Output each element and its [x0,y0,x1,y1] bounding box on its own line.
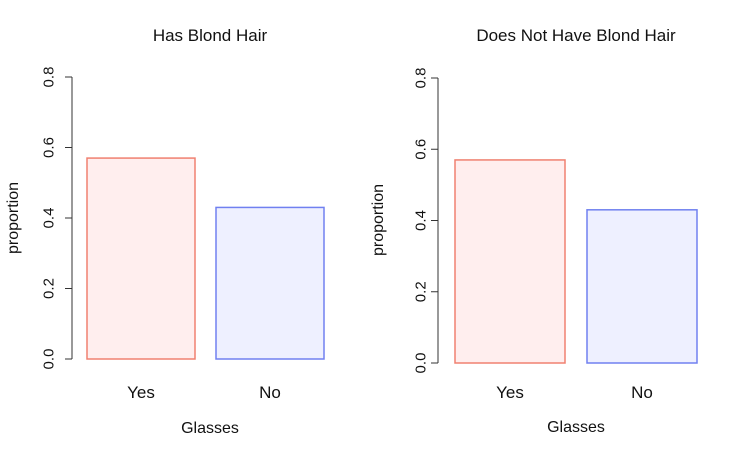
x-category-label: Yes [127,383,155,402]
y-tick-label: 0.6 [413,139,430,160]
y-axis-label: proportion [5,182,22,254]
bar-yes [86,157,196,360]
y-axis-label: proportion [370,184,387,256]
chart-has-blond-hair: Has Blond Hair proportion Glasses 0.0 0.2… [5,26,325,437]
y-tick-label: 0.0 [41,349,58,370]
chart-does-not-have-blond-hair: Does Not Have Blond Hair proportion Glas… [370,26,698,436]
bar-yes [454,159,566,364]
y-tick-label: 0.6 [41,137,58,158]
y-tick-label: 0.0 [413,353,430,374]
y-axis: 0.0 0.2 0.4 0.6 0.8 [413,68,439,374]
chart-title: Has Blond Hair [153,26,268,45]
bar-no [215,206,325,360]
x-category-label: No [259,383,281,402]
y-tick-label: 0.4 [413,210,430,231]
x-axis-label: Glasses [547,419,605,436]
y-tick-label: 0.2 [41,278,58,299]
category-labels: Yes No [496,383,653,402]
x-category-label: No [631,383,653,402]
y-axis: 0.0 0.2 0.4 0.6 0.8 [41,67,73,370]
chart-title: Does Not Have Blond Hair [476,26,676,45]
x-axis-label: Glasses [181,420,239,437]
y-tick-label: 0.8 [413,68,430,89]
x-category-label: Yes [496,383,524,402]
y-tick-label: 0.8 [41,67,58,88]
category-labels: Yes No [127,383,281,402]
bars [86,157,325,360]
y-tick-label: 0.2 [413,281,430,302]
bars [454,159,698,364]
y-tick-label: 0.4 [41,208,58,229]
bar-no [586,209,698,364]
